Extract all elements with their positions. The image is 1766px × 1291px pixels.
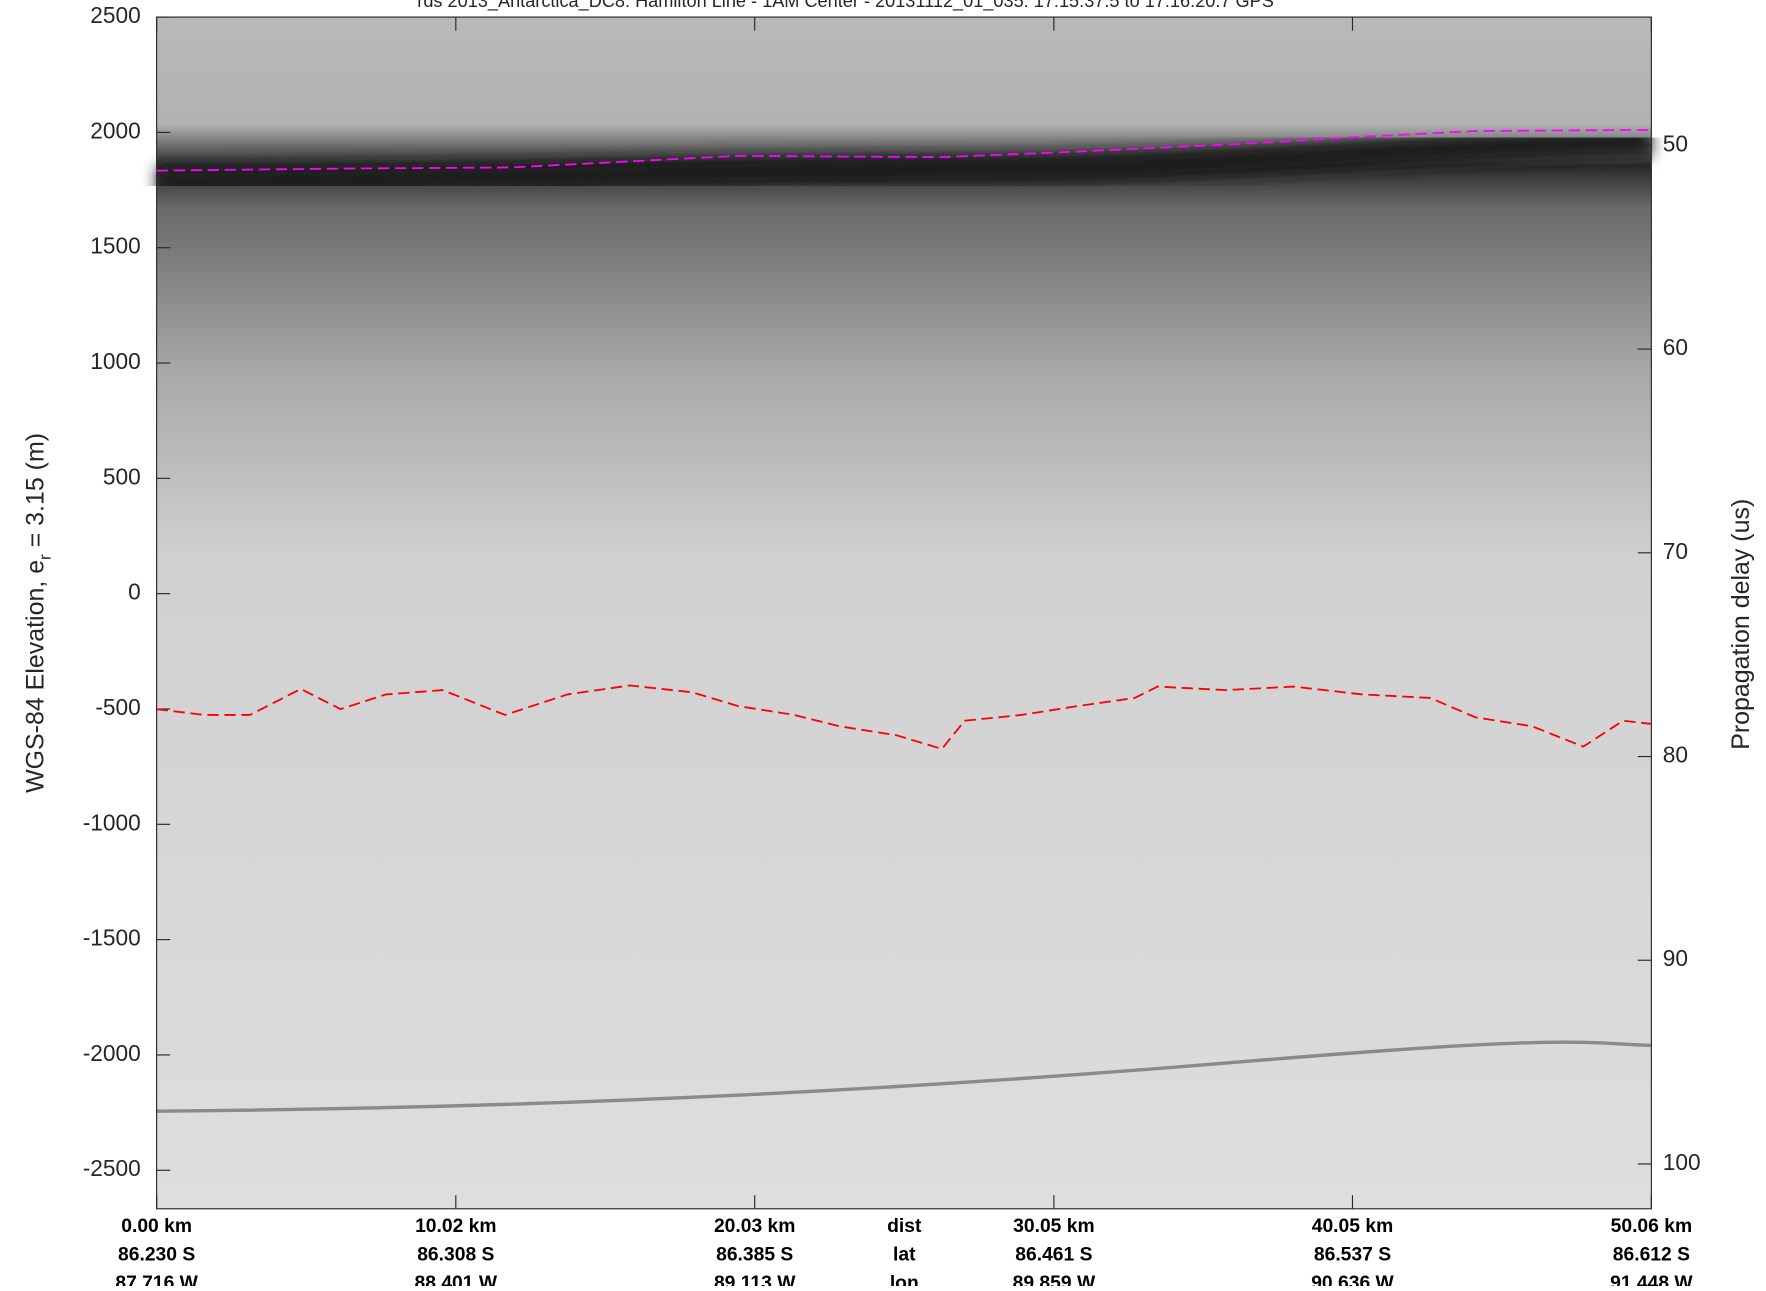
y-label-end: = 3.15 (m) [21,433,49,554]
y2-tick-label: 60 [1663,334,1688,360]
y-tick-label: -500 [95,694,140,720]
y-tick-label: 2000 [90,117,140,143]
echogram [156,17,1652,1209]
row-label: lat [893,1244,916,1265]
y-tick-label: -1000 [83,809,141,835]
x-tick-label: 40.05 km [1312,1216,1393,1237]
y-tick-label: 0 [128,579,141,605]
y-tick-label: 2500 [90,2,140,28]
lon-label: 90.636 W [1311,1273,1394,1286]
y-tick-label: -2000 [83,1040,141,1066]
x-tick-label: 0.00 km [121,1216,192,1237]
x-tick-label: 10.02 km [415,1216,496,1237]
y-tick-label: 500 [103,463,141,489]
y2-tick-label: 90 [1663,945,1688,971]
y-label-main: WGS-84 Elevation, e [21,560,49,793]
chart-title: rds 2013_Antarctica_DC8: Hamilton Line -… [417,0,1274,12]
lon-label: 87.716 W [115,1273,198,1286]
lon-label: 89.859 W [1013,1273,1096,1286]
y2-tick-label: 70 [1663,538,1688,564]
x-tick-label: 30.05 km [1013,1216,1094,1237]
y-label-sub: r [35,554,54,560]
lat-label: 86.537 S [1314,1244,1391,1265]
lat-label: 86.612 S [1613,1244,1690,1265]
y2-axis-label: Propagation delay (us) [1727,499,1755,750]
y-axis-label: WGS-84 Elevation, er = 3.15 (m) [21,433,54,793]
deep-layer [156,1040,1652,1113]
x-tick-label: 50.06 km [1611,1216,1692,1237]
lat-label: 86.385 S [716,1244,793,1265]
y2-tick-label: 50 [1663,130,1688,156]
lon-label: 91.448 W [1610,1273,1693,1286]
series-line [156,684,1652,750]
x-tick-label: 20.03 km [714,1216,795,1237]
series-line [156,128,1652,172]
lon-label: 89.113 W [714,1273,796,1286]
lat-label: 86.308 S [417,1244,494,1265]
plot-frame [156,16,1652,1210]
y2-tick-label: 80 [1663,742,1688,768]
y2-tick-label: 100 [1663,1149,1701,1175]
row-label: dist [887,1216,922,1237]
lat-label: 86.461 S [1015,1244,1092,1265]
y-tick-label: 1500 [90,233,140,259]
echo-band [156,127,1652,197]
row-label: lon [890,1273,919,1286]
y-tick-label: -1500 [83,925,141,951]
lat-label: 86.230 S [118,1244,195,1265]
lon-label: 88.401 W [415,1273,498,1286]
y-tick-label: 1000 [90,348,140,374]
y-tick-label: -2500 [83,1155,141,1181]
